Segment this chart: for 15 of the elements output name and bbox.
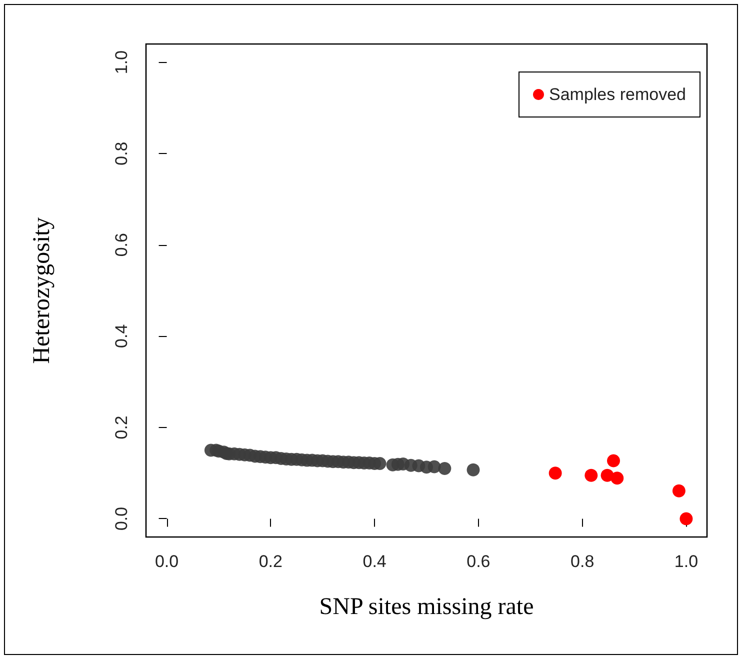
y-tick-label: 0.2 bbox=[112, 416, 131, 440]
y-tick-label: 0.0 bbox=[112, 506, 131, 531]
y-tick-label: 1.0 bbox=[112, 50, 131, 74]
y-tick-label: 0.4 bbox=[112, 324, 131, 348]
x-tick-label: 0.0 bbox=[154, 552, 179, 571]
y-axis-title: Heterozygosity bbox=[29, 217, 55, 364]
x-tick-label: 1.0 bbox=[674, 552, 698, 571]
x-tick-label: 0.8 bbox=[570, 552, 594, 571]
x-tick-label: 0.6 bbox=[466, 552, 490, 571]
legend-label: Samples removed bbox=[548, 85, 686, 104]
x-axis-title: SNP sites missing rate bbox=[319, 594, 534, 620]
x-tick-label: 0.4 bbox=[362, 552, 386, 571]
y-tick-label: 0.8 bbox=[112, 142, 131, 166]
y-tick-label: 0.6 bbox=[112, 233, 131, 257]
x-tick-label: 0.2 bbox=[258, 552, 282, 571]
